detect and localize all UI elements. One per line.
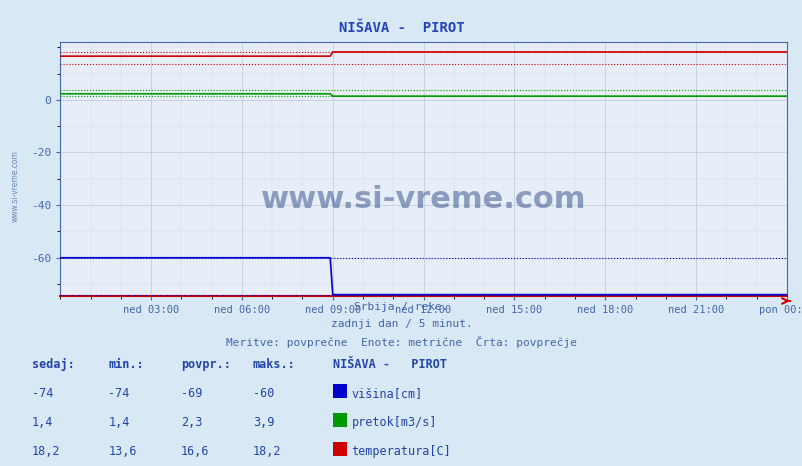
Text: Meritve: povprečne  Enote: metrične  Črta: povprečje: Meritve: povprečne Enote: metrične Črta:… — [225, 336, 577, 349]
Text: pretok[m3/s]: pretok[m3/s] — [351, 416, 436, 429]
Text: www.si-vreme.com: www.si-vreme.com — [261, 185, 585, 214]
Text: 16,6: 16,6 — [180, 445, 209, 458]
Text: Srbija / reke.: Srbija / reke. — [354, 302, 448, 312]
Text: 3,9: 3,9 — [253, 416, 274, 429]
Text: 1,4: 1,4 — [108, 416, 130, 429]
Text: 18,2: 18,2 — [32, 445, 60, 458]
Text: 13,6: 13,6 — [108, 445, 136, 458]
Text: -74: -74 — [32, 387, 54, 400]
Text: 18,2: 18,2 — [253, 445, 281, 458]
Text: www.si-vreme.com: www.si-vreme.com — [10, 151, 19, 222]
Text: maks.:: maks.: — [253, 358, 295, 371]
Text: -69: -69 — [180, 387, 202, 400]
Text: min.:: min.: — [108, 358, 144, 371]
Text: temperatura[C]: temperatura[C] — [351, 445, 451, 458]
Text: NIŠAVA -  PIROT: NIŠAVA - PIROT — [338, 21, 464, 35]
Text: NIŠAVA -   PIROT: NIŠAVA - PIROT — [333, 358, 447, 371]
Text: zadnji dan / 5 minut.: zadnji dan / 5 minut. — [330, 319, 472, 329]
Text: -60: -60 — [253, 387, 274, 400]
Text: sedaj:: sedaj: — [32, 358, 75, 371]
Text: povpr.:: povpr.: — [180, 358, 230, 371]
Text: -74: -74 — [108, 387, 130, 400]
Text: 1,4: 1,4 — [32, 416, 54, 429]
Text: 2,3: 2,3 — [180, 416, 202, 429]
Text: višina[cm]: višina[cm] — [351, 387, 423, 400]
